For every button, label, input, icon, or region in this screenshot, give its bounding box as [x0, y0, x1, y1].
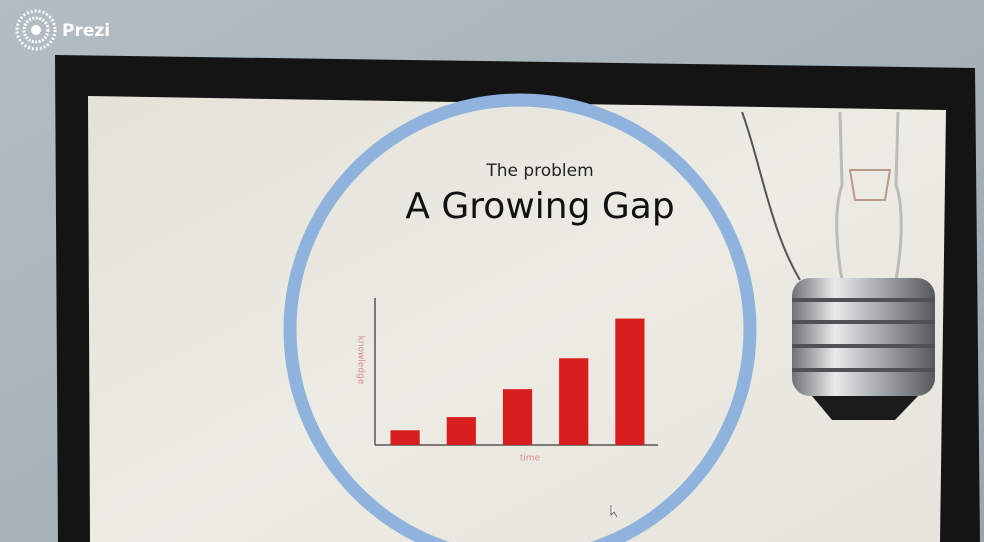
brand-name: Prezi [62, 21, 110, 41]
bar [502, 389, 533, 445]
bar [615, 318, 645, 445]
prezi-logo: Prezi [15, 9, 110, 51]
bar [390, 430, 420, 445]
lightbulb [741, 111, 935, 420]
slide-subtitle: The problem [485, 161, 593, 181]
x-axis-label: time [520, 454, 541, 464]
cursor [610, 505, 618, 518]
frame-circle [283, 93, 757, 542]
bar [559, 358, 589, 445]
slide-title: A Growing Gap [405, 186, 674, 227]
bar [446, 417, 476, 445]
y-axis-label: knowledge [356, 336, 366, 385]
plot: time knowledge [356, 298, 658, 464]
